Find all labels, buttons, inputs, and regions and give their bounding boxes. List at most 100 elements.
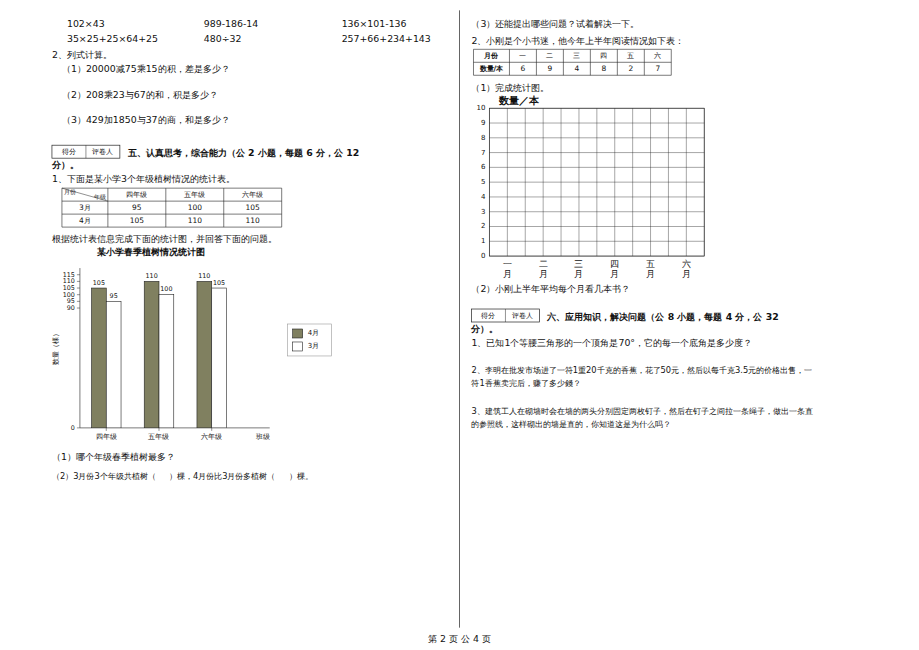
- table-header: 四: [600, 51, 607, 60]
- x-tick-label: 六年级: [201, 433, 222, 441]
- x-tick-label: 六月: [682, 259, 691, 279]
- y-tick-label: 2: [481, 223, 485, 231]
- table-cell: 7: [655, 64, 660, 73]
- question: 2、李明在批发市场进了一符1重20千克的香蕉，花了50元，然后以每千克3.5元的…: [471, 365, 812, 375]
- table-cell: 110: [246, 216, 261, 225]
- data-label: 105: [213, 279, 225, 287]
- legend-label: 3月: [308, 342, 319, 350]
- table-line: [61, 188, 62, 227]
- question: 3、建筑工人在砌墙时会在墙的两头分别固定两枚钉子，然后在钉子之间拉一条绳子，做出…: [471, 406, 812, 416]
- data-label: 105: [93, 279, 105, 287]
- x-tick-label-line: 月: [503, 269, 512, 279]
- grid-column-line: [578, 108, 579, 256]
- table-cell: 9: [548, 64, 553, 73]
- data-label: 110: [146, 272, 158, 280]
- question: 1、下面是某小学3个年级植树情况的统计表。: [52, 173, 235, 184]
- chart-title: 某小学春季植树情况统计图: [96, 246, 205, 257]
- score-label: 得分: [62, 147, 76, 156]
- table-cell: 4月: [79, 216, 91, 225]
- question: （1）20000减75乘15的积，差是多少？: [62, 63, 230, 74]
- question: 1、已知1个等腰三角形的一个顶角是70°，它的每一个底角是多少度？: [471, 337, 752, 348]
- table-line: [563, 49, 564, 75]
- grid-column-line: [507, 108, 508, 256]
- x-tick: [106, 428, 107, 431]
- question: （3）429加1850与37的商，和是多少？: [62, 114, 230, 125]
- y-tick-label: 0: [71, 424, 75, 432]
- bar: [106, 301, 121, 428]
- y-tick-label: 4: [481, 193, 486, 201]
- table-header: 四年级: [126, 190, 147, 199]
- y-tick-label: 3: [481, 208, 485, 216]
- table-line: [62, 227, 282, 228]
- grid-column-line: [632, 108, 633, 256]
- x-tick-label-line: 三: [574, 259, 583, 269]
- table-cell: 6: [521, 64, 526, 73]
- score-box-divider: [505, 309, 506, 322]
- y-tick: [77, 301, 80, 302]
- table-line: [509, 49, 510, 75]
- y-tick: [77, 308, 80, 309]
- table-cell: 4: [574, 64, 579, 73]
- page: 102×43989-186-14136×101-13635×25+25×64+2…: [0, 0, 919, 650]
- table-line: [223, 188, 224, 227]
- bar: [144, 281, 159, 428]
- x-tick-label: 一月: [503, 259, 512, 279]
- y-tick-label: 115: [63, 271, 75, 279]
- x-tick-label-line: 六: [682, 259, 691, 269]
- section-title: 分）。: [470, 323, 498, 334]
- y-tick-label: 8: [481, 134, 485, 142]
- x-tick-label: 五年级: [148, 433, 169, 441]
- grid-column-line: [668, 108, 669, 256]
- x-tick-label-line: 四: [610, 259, 619, 269]
- grid-column-line: [686, 108, 687, 256]
- question: （3）还能提出哪些问题？试着解决一下。: [471, 18, 639, 29]
- table-header: 月份: [64, 188, 76, 195]
- x-tick-label: 四年级: [96, 433, 117, 441]
- bars: [92, 281, 227, 428]
- table-cell: 105: [130, 216, 145, 225]
- bar: [212, 288, 227, 428]
- data-label: 95: [110, 292, 118, 300]
- grid-chart: 012345678910一月二月三月四月五月六月: [477, 104, 705, 279]
- table-cell: 3月: [79, 203, 91, 212]
- math-expression: 257+66+234+143: [342, 33, 431, 44]
- y-tick-label: 10: [477, 104, 486, 112]
- score-label: 评卷人: [92, 147, 113, 156]
- page-footer: 第 2 页 公 4 页: [428, 633, 491, 644]
- column-divider: [459, 10, 460, 627]
- table-header: 一: [519, 51, 526, 60]
- score-label: 评卷人: [512, 311, 533, 320]
- instruction: 根据统计表信息完成下面的统计图，并回答下面的问题。: [52, 233, 277, 244]
- table-line: [165, 188, 166, 227]
- legend-box: [288, 324, 332, 356]
- grid-column-line: [525, 108, 526, 256]
- table-header: 三: [573, 51, 580, 60]
- score-label: 得分: [481, 311, 495, 320]
- question: （1）完成统计图。: [471, 82, 549, 93]
- x-tick: [211, 428, 212, 431]
- question: （2）小刚上半年平均每个月看几本书？: [471, 283, 630, 294]
- score-box: [52, 145, 120, 158]
- question: 2、小刚是个小书迷，他今年上半年阅读情况如下表：: [471, 35, 684, 46]
- score-box-divider: [85, 145, 86, 158]
- legend-label: 4月: [308, 329, 319, 337]
- table-cell: 8: [601, 64, 606, 73]
- score-box: [471, 309, 539, 322]
- table-cell: 2: [628, 64, 633, 73]
- table-header: 六年级: [242, 190, 263, 199]
- x-tick-label-line: 月: [646, 269, 655, 279]
- math-expression: 35×25+25×64+25: [67, 33, 158, 44]
- x-tick-label: 三月: [574, 259, 583, 279]
- y-tick: [77, 274, 80, 275]
- table-line: [62, 201, 282, 202]
- legend-swatch: [293, 342, 303, 351]
- math-expression: 136×101-136: [342, 18, 407, 29]
- bar-chart: 09095100105110115数量（棵）四年级五年级六年级班级1051101…: [51, 268, 331, 441]
- table-line: [536, 49, 537, 75]
- table-header: 二: [546, 51, 553, 60]
- x-tick-label-line: 二: [539, 259, 548, 269]
- table-header: 五年级: [184, 190, 205, 199]
- x-tick-label: 五月: [646, 259, 655, 279]
- x-tick-label-line: 一: [503, 259, 512, 269]
- question: （2）3月份3个年级共植树（ ）棵，4月份比3月份多植树（ ）棵。: [52, 471, 313, 481]
